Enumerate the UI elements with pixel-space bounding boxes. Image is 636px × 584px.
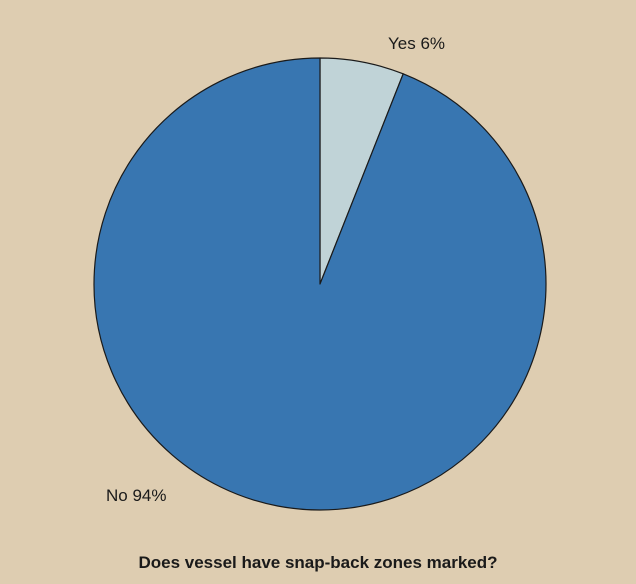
- chart-title: Does vessel have snap-back zones marked?: [138, 553, 497, 572]
- slice-label-no: No 94%: [106, 486, 166, 505]
- pie-slice-no: [93, 57, 547, 511]
- pie-slices: [93, 57, 547, 511]
- slice-label-yes: Yes 6%: [388, 34, 445, 53]
